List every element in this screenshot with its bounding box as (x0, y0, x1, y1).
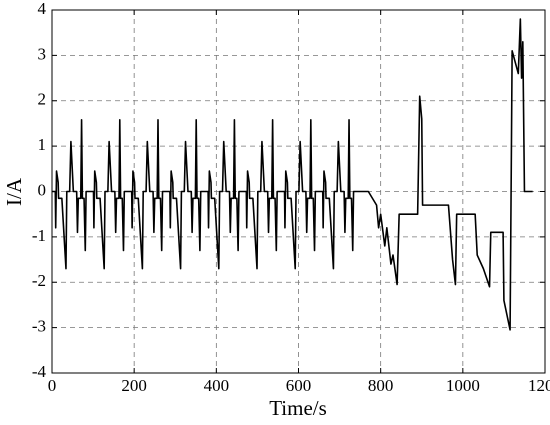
x-axis-label: Time/s (269, 396, 327, 420)
x-tick-label: 1000 (446, 376, 480, 395)
x-tick-label: 800 (368, 376, 394, 395)
y-tick-label: -4 (32, 362, 47, 381)
y-tick-label: -1 (32, 226, 46, 245)
x-tick-label: 400 (204, 376, 230, 395)
y-tick-label: 4 (38, 0, 47, 18)
x-tick-label: 200 (121, 376, 147, 395)
y-axis-label: I/A (2, 177, 26, 206)
y-tick-label: 2 (38, 90, 47, 109)
data-line (52, 18, 533, 331)
x-tick-label: 0 (48, 376, 57, 395)
y-tick-label: 1 (38, 135, 47, 154)
y-tick-label: 3 (38, 44, 47, 63)
x-tick-label: 600 (286, 376, 312, 395)
x-tick-label: 1200 (528, 376, 550, 395)
y-tick-label: -3 (32, 317, 46, 336)
y-tick-label: 0 (38, 180, 47, 199)
y-tick-label: -2 (32, 271, 46, 290)
